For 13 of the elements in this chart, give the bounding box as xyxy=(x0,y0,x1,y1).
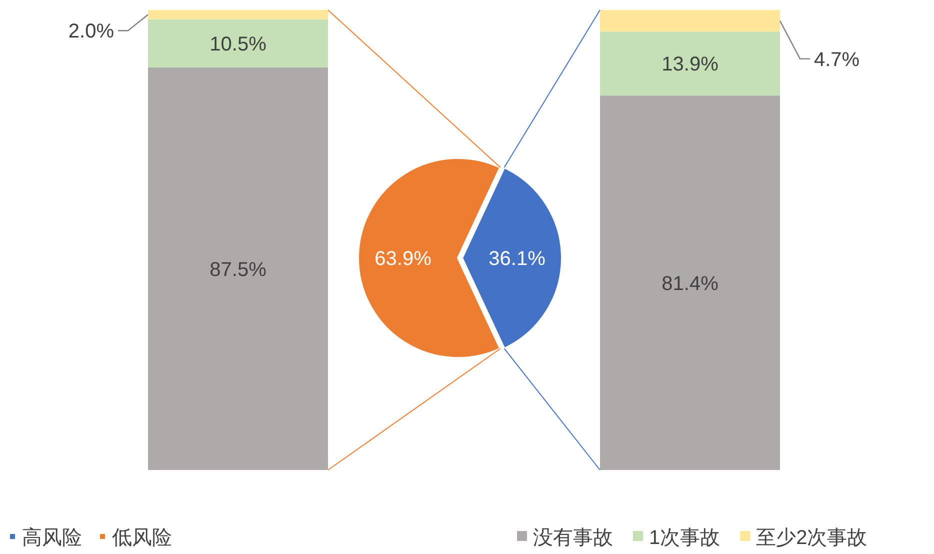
legend-label: 低风险 xyxy=(112,527,172,549)
legend-label: 至少2次事故 xyxy=(756,527,868,549)
legend-label: 没有事故 xyxy=(533,527,613,549)
data-label: 63.9% xyxy=(374,248,432,270)
data-label: 2.0% xyxy=(68,20,114,43)
data-label: 13.9% xyxy=(662,54,719,76)
data-label: 10.5% xyxy=(210,33,267,56)
legend-label: 1次事故 xyxy=(649,527,720,549)
data-label: 81.4% xyxy=(662,272,719,295)
data-label: 4.7% xyxy=(814,48,860,71)
data-label: 36.1% xyxy=(488,248,546,270)
legend-label: 高风险 xyxy=(22,526,82,549)
data-label: 87.5% xyxy=(210,258,267,281)
